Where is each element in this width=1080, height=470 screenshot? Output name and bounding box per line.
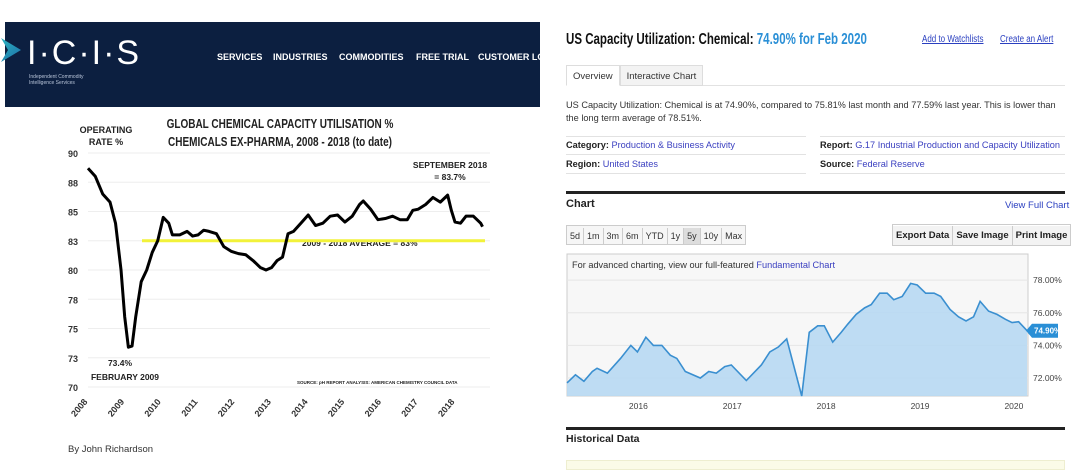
- add-to-watchlists-link[interactable]: Add to Watchlists: [922, 34, 984, 45]
- x-tick-label: 2018: [436, 397, 457, 419]
- x-tick-label: 2009: [106, 397, 127, 419]
- divider: [820, 173, 1065, 174]
- category-label: Category:: [566, 140, 609, 150]
- chart-heading: Chart: [566, 198, 595, 210]
- y-tick-label: 83: [68, 237, 78, 247]
- x-tick-label: 2008: [69, 397, 90, 419]
- range-ytd[interactable]: YTD: [643, 228, 668, 244]
- divider: [820, 136, 1065, 137]
- range-max[interactable]: Max: [722, 228, 745, 244]
- us-capacity-chart: 72.00% 74.00% 76.00% 78.00% 2016 2017 2018 2019…: [555, 250, 1080, 420]
- print-image-button[interactable]: Print Image: [1013, 226, 1071, 245]
- fundamental-chart-link[interactable]: Fundamental Chart: [756, 260, 835, 270]
- range-1y[interactable]: 1y: [668, 228, 685, 244]
- historical-data-box: [566, 460, 1065, 470]
- divider: [566, 154, 806, 155]
- region-link[interactable]: United States: [603, 159, 658, 169]
- x-tick-label: 2011: [179, 397, 199, 418]
- export-data-button[interactable]: Export Data: [893, 226, 953, 245]
- x-tick-label: 2014: [289, 397, 310, 419]
- section-rule: [566, 191, 1065, 194]
- range-3m[interactable]: 3m: [604, 228, 624, 244]
- title-prefix: US Capacity Utilization: Chemical:: [566, 31, 754, 48]
- source-link[interactable]: Federal Reserve: [857, 159, 925, 169]
- range-6m[interactable]: 6m: [623, 228, 643, 244]
- tab-overview[interactable]: Overview: [566, 65, 620, 86]
- y-tick-label: 74.00%: [1033, 340, 1062, 350]
- last-value-label: 74.90%: [1034, 327, 1061, 336]
- y-tick-label: 70: [68, 383, 78, 393]
- x-tick-label: 2018: [817, 401, 836, 411]
- y-tick-label: 76.00%: [1033, 308, 1062, 318]
- category-link[interactable]: Production & Business Activity: [611, 140, 735, 150]
- y-tick-label: 80: [68, 266, 78, 276]
- y-tick-label: 85: [68, 208, 78, 218]
- x-tick-label: 2010: [142, 397, 163, 419]
- x-tick-label: 2019: [911, 401, 930, 411]
- description: US Capacity Utilization: Chemical is at …: [566, 99, 1066, 125]
- x-tick-label: 2013: [252, 397, 273, 419]
- advanced-charting-note: For advanced charting, view our full-fea…: [572, 260, 835, 270]
- x-tick-label: 2017: [723, 401, 742, 411]
- report-link[interactable]: G.17 Industrial Production and Capacity …: [855, 140, 1060, 150]
- range-5d[interactable]: 5d: [567, 228, 584, 244]
- category-row: Category: Production & Business Activity: [566, 140, 735, 150]
- region-label: Region:: [566, 159, 600, 169]
- y-tick-label: 73: [68, 354, 78, 364]
- x-tick-label: 2016: [363, 397, 384, 419]
- range-1m[interactable]: 1m: [584, 228, 604, 244]
- historical-data-heading: Historical Data: [566, 433, 640, 445]
- view-full-chart-link[interactable]: View Full Chart: [1005, 200, 1069, 211]
- advanced-prefix: For advanced charting, view our full-fea…: [572, 260, 756, 270]
- divider: [566, 136, 806, 137]
- section-rule: [566, 427, 1065, 430]
- source-row: Source: Federal Reserve: [820, 159, 925, 169]
- range-5y[interactable]: 5y: [684, 228, 701, 244]
- y-tick-label: 88: [68, 178, 78, 188]
- title-value: 74.90% for Feb 2020: [757, 31, 867, 48]
- y-tick-label: 78: [68, 295, 78, 305]
- y-tick-label: 78.00%: [1033, 275, 1062, 285]
- report-row: Report: G.17 Industrial Production and C…: [820, 140, 1060, 150]
- y-tick-label: 90: [68, 149, 78, 159]
- y-tick-label: 75: [68, 325, 78, 335]
- range-10y[interactable]: 10y: [701, 228, 723, 244]
- create-alert-link[interactable]: Create an Alert: [1000, 34, 1053, 45]
- divider: [820, 154, 1065, 155]
- report-label: Report:: [820, 140, 853, 150]
- x-tick-label: 2012: [216, 397, 237, 419]
- page-title: US Capacity Utilization: Chemical: 74.90…: [566, 31, 867, 49]
- tab-bar: Overview Interactive Chart: [566, 65, 703, 86]
- x-tick-label: 2017: [399, 397, 420, 419]
- x-tick-label: 2016: [629, 401, 648, 411]
- global-capacity-chart: 90 88 85 83 80 78 75 73 70 2008 2009 2010 2011 2012 20…: [0, 0, 540, 467]
- x-tick-label: 2020: [1004, 401, 1023, 411]
- tab-interactive-chart[interactable]: Interactive Chart: [620, 65, 704, 86]
- region-row: Region: United States: [566, 159, 658, 169]
- save-image-button[interactable]: Save Image: [953, 226, 1012, 245]
- y-tick-label: 72.00%: [1033, 373, 1062, 383]
- data-line: [88, 168, 483, 347]
- x-tick-label: 2015: [326, 397, 347, 419]
- source-label: Source:: [820, 159, 854, 169]
- divider: [566, 173, 806, 174]
- byline: By John Richardson: [68, 444, 153, 455]
